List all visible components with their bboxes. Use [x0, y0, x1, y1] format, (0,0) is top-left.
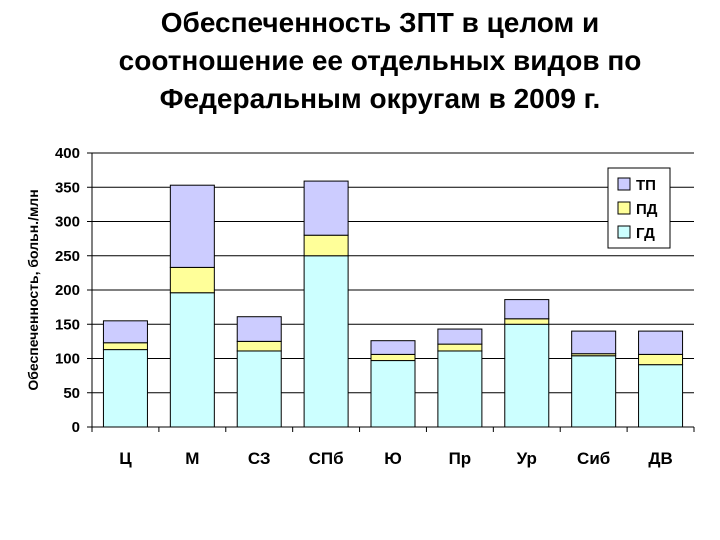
- legend-label-ПД: ПД: [636, 201, 658, 218]
- bar-segment-ПД: [303, 234, 349, 257]
- bar-segment-ТП: [571, 330, 617, 355]
- bar-segment-ТП: [169, 184, 215, 268]
- bars-layer: [102, 180, 684, 428]
- y-tick-label: 250: [55, 248, 80, 265]
- bar-segment-ГД: [638, 364, 684, 428]
- bar-segment-ТП: [236, 316, 282, 342]
- bar-segment-ГД: [370, 360, 416, 428]
- y-tick-label: 50: [63, 385, 80, 402]
- bar-segment-ПД: [504, 318, 550, 325]
- axis-layer: 0 50 100 150 200 250 300 350 400 Обеспеченность, …: [25, 145, 695, 468]
- legend-swatch-ПД: [617, 201, 631, 215]
- bar-segment-ТП: [638, 330, 684, 355]
- legend: ТП ПД ГД: [607, 167, 671, 249]
- x-tick-label: Пр: [449, 449, 472, 468]
- bar-segment-ПД: [370, 353, 416, 362]
- legend-swatch-ТП: [617, 177, 631, 191]
- bar-segment-ГД: [571, 355, 617, 428]
- legend-swatch-ГД: [617, 225, 631, 239]
- x-tick-label: Сиб: [577, 449, 610, 468]
- x-tick-label: ДВ: [648, 449, 672, 468]
- bar-segment-ТП: [370, 340, 416, 355]
- bar-segment-ГД: [102, 349, 148, 428]
- bar-segment-ТП: [303, 180, 349, 236]
- x-tick-label: Ц: [119, 449, 132, 468]
- bar-segment-ТП: [102, 320, 148, 344]
- title-line-1: Обеспеченность ЗПТ в целом и: [160, 7, 600, 38]
- bar-segment-ПД: [638, 353, 684, 366]
- bar-segment-ПД: [236, 340, 282, 352]
- bar-segment-ТП: [437, 328, 483, 345]
- y-tick-label: 300: [55, 214, 80, 231]
- y-tick-label: 0: [72, 419, 80, 436]
- bar-segment-ГД: [236, 350, 282, 428]
- title-line-2: соотношение ее отдельных видов по: [118, 45, 642, 76]
- x-tick-label: М: [185, 449, 199, 468]
- page-title: Обеспеченность ЗПТ в целом и соотношение…: [40, 4, 720, 118]
- x-tick-label: Ур: [517, 449, 537, 468]
- y-tick-label: 200: [55, 282, 80, 299]
- x-tick-label: Ю: [384, 449, 402, 468]
- bar-segment-ГД: [169, 292, 215, 428]
- bar-segment-ПД: [437, 343, 483, 352]
- bar-segment-ГД: [303, 255, 349, 428]
- x-tick-label: СЗ: [248, 449, 271, 468]
- bar-segment-ГД: [504, 323, 550, 428]
- x-tick-label: СПб: [309, 449, 344, 468]
- y-tick-label: 350: [55, 179, 80, 196]
- y-tick-label: 100: [55, 351, 80, 368]
- legend-label-ТП: ТП: [636, 177, 656, 194]
- bar-segment-ПД: [102, 342, 148, 351]
- bar-segment-ГД: [437, 350, 483, 428]
- title-line-3: Федеральным округам в 2009 г.: [159, 83, 601, 114]
- legend-label-ГД: ГД: [636, 225, 655, 242]
- y-tick-label: 150: [55, 316, 80, 333]
- y-tick-label: 400: [55, 145, 80, 162]
- y-axis-label: Обеспеченность, больн./млн: [25, 189, 41, 390]
- bar-segment-ПД: [169, 266, 215, 294]
- bar-segment-ТП: [504, 299, 550, 320]
